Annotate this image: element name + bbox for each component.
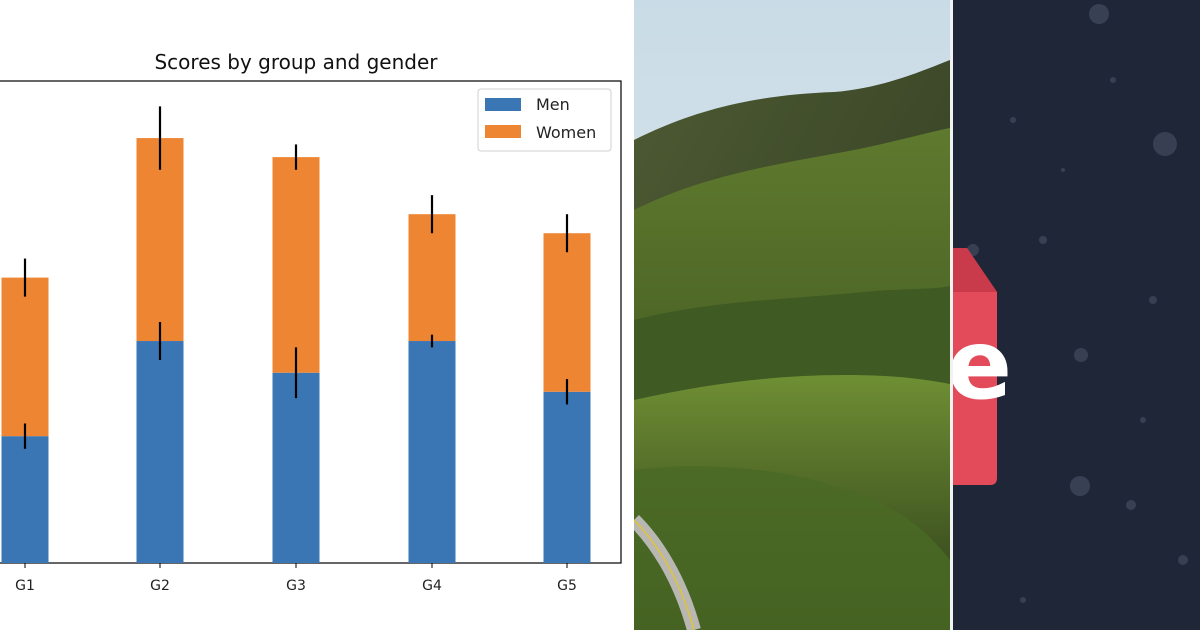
bar-women-g4 bbox=[408, 214, 456, 342]
bar-women-g1 bbox=[1, 277, 49, 437]
bar-men-g2 bbox=[136, 341, 184, 563]
x-tick-label-g3: G3 bbox=[286, 578, 306, 594]
x-tick-label-g1: G1 bbox=[15, 578, 35, 594]
chart-panel: Scores by group and gender G1 G2 G3 G4 G5 Me… bbox=[0, 50, 622, 594]
chart-legend: Men Women bbox=[477, 88, 612, 152]
bar-men-g3 bbox=[272, 372, 320, 563]
legend-label-men: Men bbox=[536, 95, 570, 114]
landscape-image bbox=[634, 0, 950, 630]
red-tag-graphic: e bbox=[953, 248, 1012, 485]
bar-men-g4 bbox=[408, 341, 456, 563]
stacked-bar-chart: Scores by group and gender G1 G2 G3 G4 G5 Me… bbox=[0, 50, 622, 594]
x-tick-label-g4: G4 bbox=[422, 578, 442, 594]
x-tick-label-g5: G5 bbox=[557, 578, 577, 594]
bar-men-g1 bbox=[1, 436, 49, 563]
speckled-background: e bbox=[953, 0, 1200, 630]
dark-graphic-panel: e bbox=[953, 0, 1200, 630]
legend-swatch-women bbox=[485, 125, 521, 138]
bar-women-g2 bbox=[136, 138, 184, 342]
landscape-photo bbox=[634, 0, 950, 630]
bar-men-g5 bbox=[543, 391, 591, 563]
panel-divider bbox=[950, 0, 953, 630]
legend-label-women: Women bbox=[536, 123, 596, 142]
bar-women-g3 bbox=[272, 157, 320, 373]
chart-title: Scores by group and gender bbox=[154, 50, 438, 74]
bar-women-g5 bbox=[543, 233, 591, 392]
legend-swatch-men bbox=[485, 98, 521, 111]
x-tick-label-g2: G2 bbox=[150, 578, 170, 594]
tag-letter: e bbox=[953, 309, 1012, 421]
